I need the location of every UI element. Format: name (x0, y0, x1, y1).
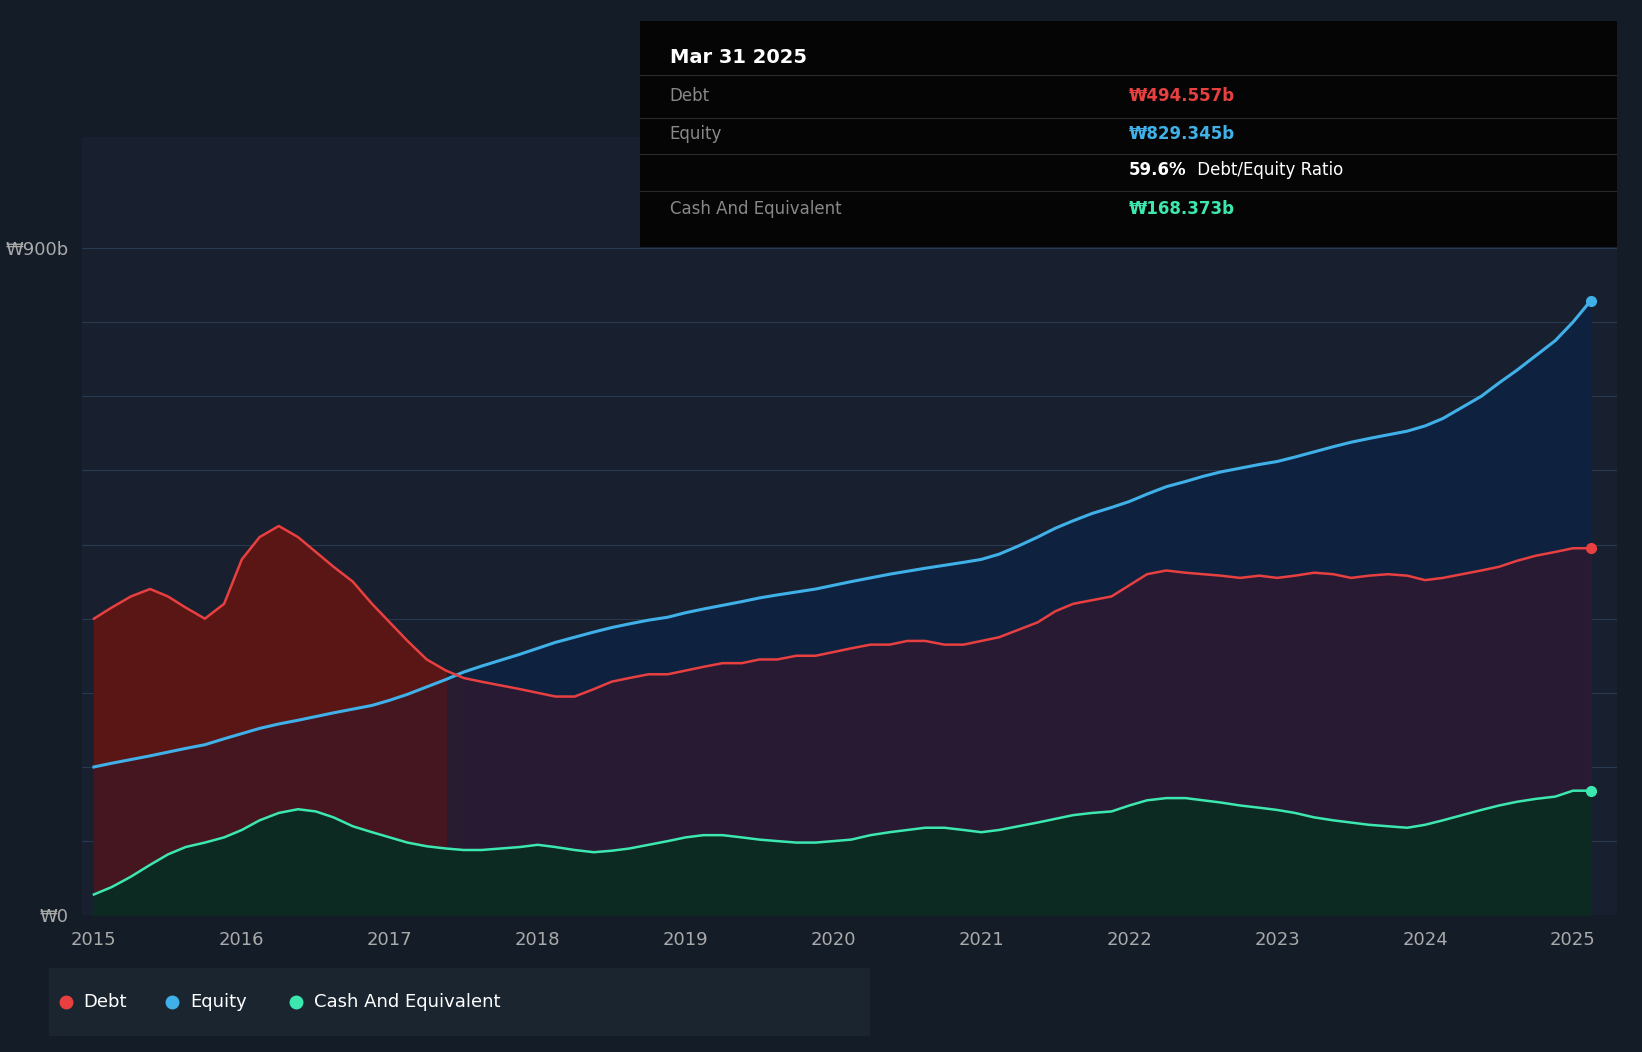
Text: Debt/Equity Ratio: Debt/Equity Ratio (1192, 161, 1343, 179)
Text: ₩829.345b: ₩829.345b (1130, 125, 1235, 143)
Text: 59.6%: 59.6% (1130, 161, 1187, 179)
Text: Equity: Equity (670, 125, 722, 143)
Text: Cash And Equivalent: Cash And Equivalent (670, 200, 841, 218)
Text: ₩168.373b: ₩168.373b (1130, 200, 1235, 218)
Text: Cash And Equivalent: Cash And Equivalent (314, 993, 501, 1011)
Text: Debt: Debt (84, 993, 126, 1011)
Text: Mar 31 2025: Mar 31 2025 (670, 47, 806, 66)
Text: Debt: Debt (670, 86, 709, 105)
Text: ₩494.557b: ₩494.557b (1130, 86, 1235, 105)
Text: Equity: Equity (190, 993, 248, 1011)
